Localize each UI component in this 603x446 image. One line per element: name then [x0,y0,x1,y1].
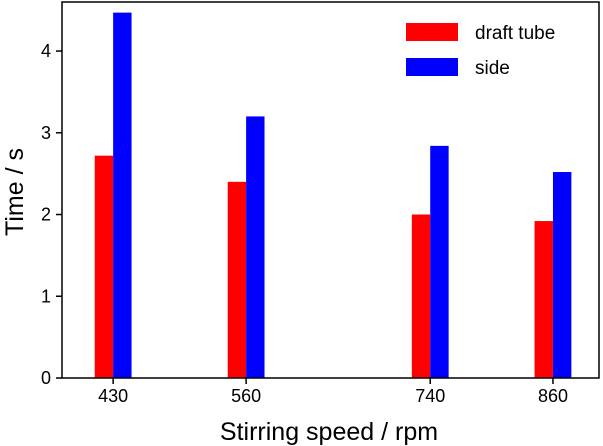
bar-draft-tube-740 [411,214,431,378]
axes-group [61,1,600,379]
legend-label-side: side [475,58,510,79]
plot-frame [61,1,600,379]
ticks-group: 0 1 2 3 4 430 560 740 860 [41,41,568,406]
bar-draft-tube-430 [94,155,114,378]
x-tick-label-560: 560 [231,386,261,406]
legend-label-draft-tube: draft tube [475,23,555,44]
legend-swatch-side [406,58,458,76]
x-axis-title: Stirring speed / rpm [220,418,438,446]
bar-draft-tube-560 [227,181,247,378]
y-tick-label-4: 4 [41,41,51,61]
y-tick-label-0: 0 [41,368,51,388]
y-tick-label-3: 3 [41,123,51,143]
legend: draft tube side [406,23,555,79]
bar-side-560 [246,116,265,379]
x-tick-label-740: 740 [415,386,445,406]
bar-side-740 [430,145,449,378]
legend-swatch-draft-tube [406,23,458,41]
bar-side-860 [552,172,572,378]
y-tick-label-2: 2 [41,205,51,225]
bar-side-430 [113,12,132,378]
x-tick-label-430: 430 [98,386,128,406]
bars-group [94,12,572,379]
bar-draft-tube-860 [534,221,553,378]
x-tick-label-860: 860 [538,386,568,406]
y-axis-title: Time / s [1,148,29,236]
y-tick-label-1: 1 [41,286,51,306]
